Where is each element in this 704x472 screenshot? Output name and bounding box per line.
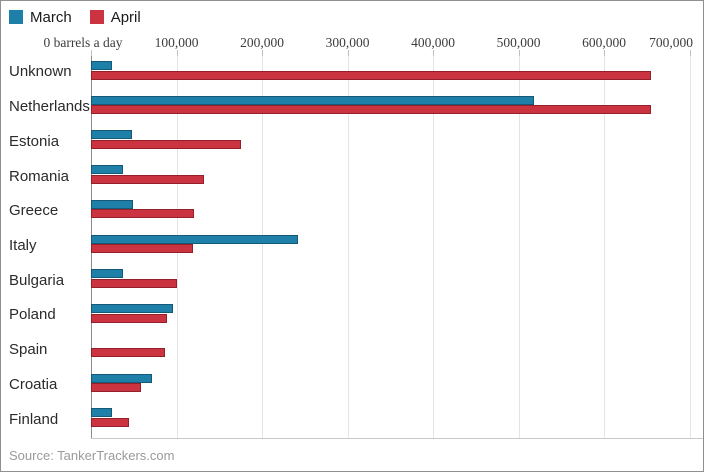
tick-mark-700000 xyxy=(689,50,691,56)
category-label-croatia: Croatia xyxy=(9,375,58,393)
gridline-500000 xyxy=(518,56,520,438)
bar-march-finland[interactable] xyxy=(91,408,112,418)
category-label-greece: Greece xyxy=(9,202,59,220)
bar-april-bulgaria[interactable] xyxy=(91,278,177,288)
source-attribution: Source: TankerTrackers.com xyxy=(9,448,175,463)
tick-mark-300000 xyxy=(347,50,349,56)
bar-march-italy[interactable] xyxy=(91,234,298,244)
bar-april-croatia[interactable] xyxy=(91,383,142,393)
axis-tick-label: 300,000 xyxy=(325,35,370,50)
bar-march-estonia[interactable] xyxy=(91,130,133,140)
bar-march-netherlands[interactable] xyxy=(91,95,534,105)
legend: March April xyxy=(9,8,141,26)
axis-tick-label: 600,000 xyxy=(582,35,626,50)
gridline-300000 xyxy=(347,56,349,438)
legend-swatch-march xyxy=(9,10,23,24)
legend-item-april[interactable]: April xyxy=(89,8,141,26)
axis-tick-label: 700,000 xyxy=(649,35,693,50)
gridline-600000 xyxy=(604,56,605,438)
gridline-200000 xyxy=(262,56,263,438)
bar-march-bulgaria[interactable] xyxy=(91,269,123,279)
gridline-400000 xyxy=(433,56,434,438)
tick-mark-500000 xyxy=(518,50,520,56)
bar-april-romania[interactable] xyxy=(91,174,204,184)
tick-mark-200000 xyxy=(262,50,263,56)
bar-march-unknown[interactable] xyxy=(91,61,113,70)
category-label-romania: Romania xyxy=(9,167,70,185)
bar-march-romania[interactable] xyxy=(91,165,123,175)
tick-mark-0 xyxy=(91,50,92,56)
axis-baseline xyxy=(91,438,703,439)
category-label-finland: Finland xyxy=(9,410,59,428)
bar-march-croatia[interactable] xyxy=(91,373,152,383)
category-label-netherlands: Netherlands xyxy=(9,98,90,116)
legend-label: April xyxy=(110,8,141,26)
bar-april-estonia[interactable] xyxy=(91,139,241,149)
bar-april-finland[interactable] xyxy=(91,417,129,427)
axis-tick-label: 400,000 xyxy=(411,35,455,50)
legend-label: March xyxy=(30,8,72,26)
bar-april-unknown[interactable] xyxy=(91,70,652,80)
category-label-bulgaria: Bulgaria xyxy=(9,271,65,289)
gridline-700000 xyxy=(689,56,691,438)
axis-tick-label: 200,000 xyxy=(240,35,284,50)
tick-mark-600000 xyxy=(604,50,605,56)
bar-april-poland[interactable] xyxy=(91,313,168,323)
category-label-unknown: Unknown xyxy=(9,63,72,81)
bar-april-netherlands[interactable] xyxy=(91,105,652,115)
legend-swatch-april xyxy=(89,10,104,24)
category-label-estonia: Estonia xyxy=(9,132,60,150)
bar-march-poland[interactable] xyxy=(91,304,174,314)
bar-april-italy[interactable] xyxy=(91,244,193,254)
tick-mark-100000 xyxy=(176,50,178,56)
bar-march-greece[interactable] xyxy=(91,199,133,209)
axis-tick-label: 100,000 xyxy=(154,35,199,50)
category-label-spain: Spain xyxy=(9,341,48,359)
tick-mark-400000 xyxy=(433,50,434,56)
category-label-italy: Italy xyxy=(9,237,37,254)
category-label-poland: Poland xyxy=(9,306,56,324)
bar-april-spain[interactable] xyxy=(91,348,165,358)
legend-item-march[interactable]: March xyxy=(9,10,72,25)
bar-april-greece[interactable] xyxy=(91,209,194,219)
axis-tick-label: 500,000 xyxy=(496,35,541,50)
axis-tick-label: 0 barrels a day xyxy=(43,35,123,50)
